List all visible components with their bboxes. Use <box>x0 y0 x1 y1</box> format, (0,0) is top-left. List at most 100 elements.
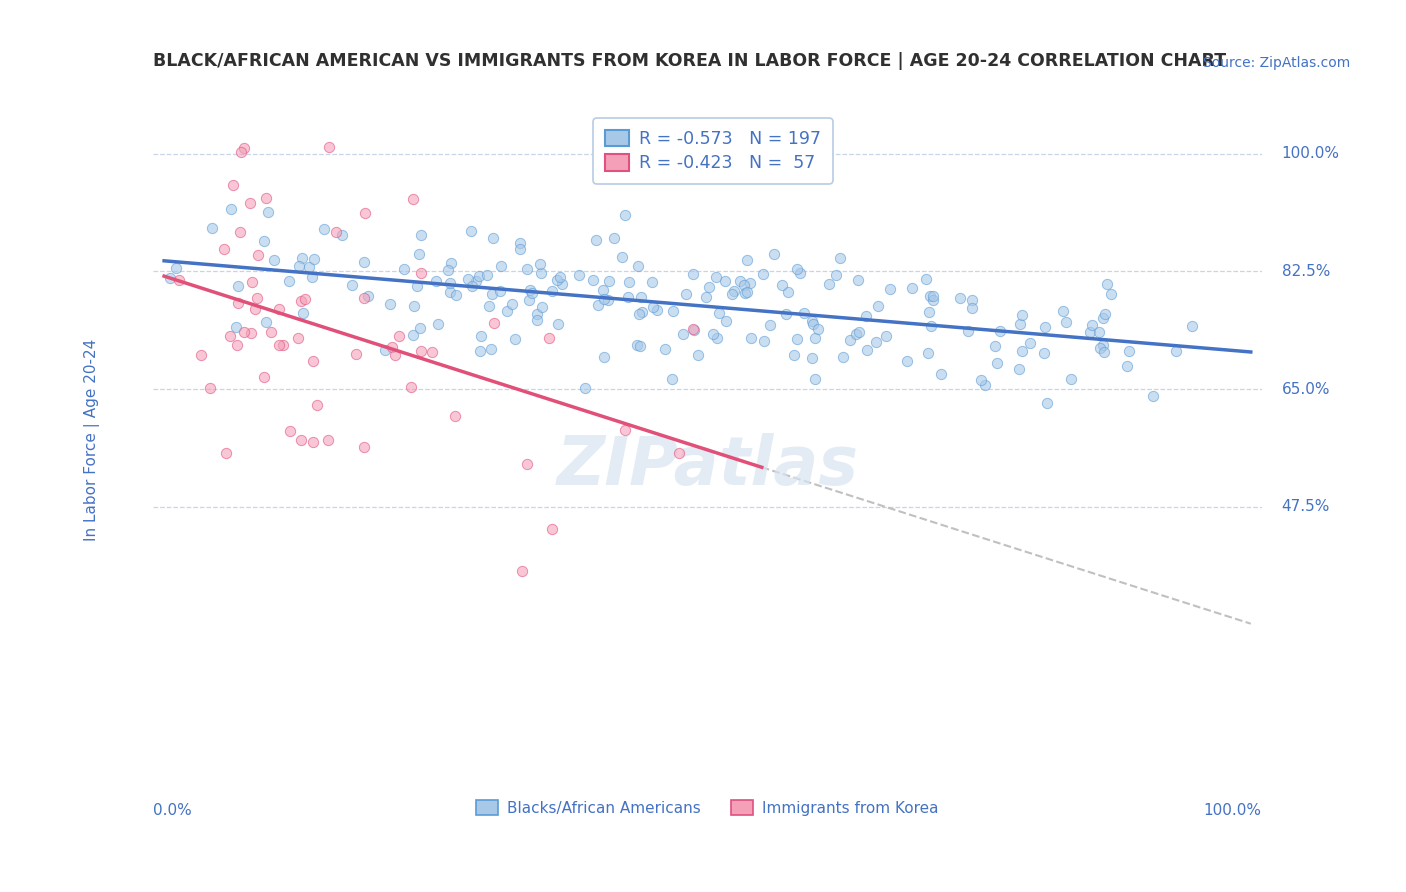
Point <box>645 302 668 317</box>
Point <box>574 381 596 395</box>
Point <box>845 326 868 341</box>
Point <box>960 293 983 307</box>
Point <box>592 293 614 307</box>
Point <box>783 347 806 361</box>
Point <box>728 273 751 287</box>
Point <box>734 286 756 301</box>
Point <box>617 275 640 289</box>
Point <box>239 195 262 210</box>
Point <box>530 300 553 314</box>
Point <box>922 293 945 307</box>
Point <box>752 267 775 281</box>
Point <box>568 268 591 282</box>
Point <box>399 380 422 394</box>
Point <box>831 350 853 364</box>
Legend: Blacks/African Americans, Immigrants from Korea: Blacks/African Americans, Immigrants fro… <box>471 794 945 822</box>
Point <box>461 279 484 293</box>
Point <box>643 300 665 314</box>
Point <box>661 371 683 385</box>
Point <box>439 277 461 291</box>
Point <box>219 329 242 343</box>
Point <box>547 317 569 331</box>
Point <box>723 284 745 298</box>
Point <box>901 281 924 295</box>
Point <box>1091 310 1114 325</box>
Point <box>305 398 328 412</box>
Point <box>824 268 846 283</box>
Point <box>222 178 245 192</box>
Point <box>628 338 651 352</box>
Text: 0.0%: 0.0% <box>153 803 193 818</box>
Point <box>392 262 415 277</box>
Point <box>846 272 869 286</box>
Point <box>226 295 249 310</box>
Point <box>879 282 901 296</box>
Point <box>550 277 572 292</box>
Point <box>610 250 633 264</box>
Point <box>540 284 562 298</box>
Point <box>229 225 252 239</box>
Point <box>682 267 704 281</box>
Point <box>253 234 276 248</box>
Point <box>496 303 519 318</box>
Point <box>1033 320 1056 334</box>
Point <box>468 343 491 358</box>
Point <box>277 274 299 288</box>
Point <box>775 307 797 321</box>
Text: 100.0%: 100.0% <box>1282 146 1340 161</box>
Point <box>437 262 460 277</box>
Point <box>425 274 447 288</box>
Point <box>960 301 983 315</box>
Point <box>586 298 609 312</box>
Point <box>301 270 323 285</box>
Point <box>457 271 479 285</box>
Point <box>848 325 870 339</box>
Point <box>318 140 340 154</box>
Point <box>949 291 972 305</box>
Point <box>509 243 531 257</box>
Point <box>763 247 786 261</box>
Point <box>581 273 603 287</box>
Point <box>614 208 637 222</box>
Point <box>630 305 652 319</box>
Point <box>517 293 540 308</box>
Point <box>460 224 482 238</box>
Point <box>986 356 1008 370</box>
Point <box>520 286 543 301</box>
Point <box>479 342 502 356</box>
Point <box>239 326 262 341</box>
Point <box>640 275 662 289</box>
Point <box>246 291 269 305</box>
Point <box>505 332 527 346</box>
Point <box>526 307 548 321</box>
Point <box>855 309 877 323</box>
Point <box>342 278 364 293</box>
Point <box>803 372 825 386</box>
Point <box>402 328 425 343</box>
Point <box>654 342 676 356</box>
Point <box>190 348 212 362</box>
Point <box>478 299 501 313</box>
Point <box>482 230 505 244</box>
Point <box>789 266 811 280</box>
Point <box>292 306 315 320</box>
Point <box>918 305 941 319</box>
Point <box>865 334 887 349</box>
Point <box>263 252 285 267</box>
Point <box>1118 343 1140 358</box>
Point <box>353 254 375 268</box>
Point <box>875 328 897 343</box>
Point <box>290 433 312 447</box>
Point <box>1164 344 1187 359</box>
Point <box>1080 325 1102 339</box>
Point <box>229 145 252 160</box>
Point <box>269 301 291 316</box>
Point <box>1116 359 1139 373</box>
Point <box>1018 336 1040 351</box>
Point <box>409 227 432 242</box>
Point <box>740 331 762 345</box>
Point <box>291 252 314 266</box>
Point <box>706 331 728 345</box>
Point <box>312 222 335 236</box>
Point <box>1099 286 1122 301</box>
